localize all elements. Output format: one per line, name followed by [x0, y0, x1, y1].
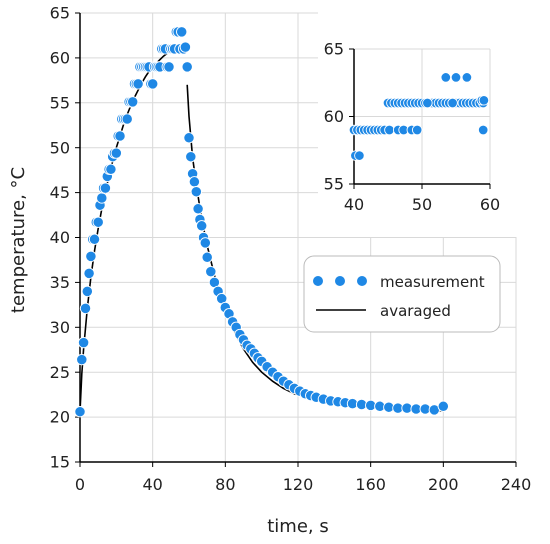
- y-tick-label: 55: [50, 93, 70, 112]
- legend: measurement avaraged: [303, 255, 501, 333]
- legend-measurement-marker: [356, 275, 368, 287]
- main-y-tick-labels: 15 20 25 30 35 40 45 50 55 60 65: [50, 4, 70, 472]
- measurement-point: [132, 78, 144, 90]
- measurement-point: [440, 72, 452, 83]
- measurement-point: [127, 96, 139, 108]
- x-axis-label: time, s: [267, 516, 329, 537]
- measurement-point: [201, 251, 213, 263]
- y-tick-label: 15: [50, 453, 70, 472]
- x-tick-label: 40: [142, 475, 162, 494]
- x-tick-label: 40: [344, 195, 364, 214]
- measurement-point: [110, 147, 122, 159]
- measurement-point: [354, 150, 365, 161]
- measurement-point: [437, 400, 449, 412]
- main-x-tick-labels: 0 40 80 120 160 200 240: [75, 475, 531, 494]
- x-tick-label: 50: [412, 195, 432, 214]
- measurement-point: [176, 26, 188, 38]
- measurement-point: [96, 192, 108, 204]
- x-tick-label: 160: [355, 475, 386, 494]
- measurement-point: [422, 97, 433, 109]
- measurement-point: [384, 124, 395, 136]
- measurement-point: [114, 130, 126, 142]
- y-tick-label: 50: [50, 138, 70, 157]
- measurement-point: [163, 61, 175, 73]
- measurement-point: [478, 95, 490, 106]
- y-tick-label: 40: [50, 228, 70, 247]
- x-tick-label: 80: [215, 475, 235, 494]
- measurement-point: [185, 151, 197, 163]
- y-tick-label: 65: [50, 4, 70, 23]
- y-tick-label: 65: [324, 40, 344, 59]
- measurement-point: [81, 285, 93, 298]
- legend-measurement-marker: [312, 275, 324, 287]
- main-axes: [75, 12, 517, 467]
- measurement-point: [190, 186, 202, 198]
- x-tick-label: 240: [501, 475, 532, 494]
- y-tick-label: 35: [50, 273, 70, 292]
- inset-grid: [354, 48, 491, 184]
- y-tick-label: 30: [50, 318, 70, 337]
- measurement-point: [181, 61, 193, 73]
- measurement-point: [79, 302, 92, 315]
- measurement-point: [183, 132, 195, 144]
- x-tick-label: 0: [75, 475, 85, 494]
- legend-averaged-label: avaraged: [380, 302, 451, 320]
- measurement-point: [192, 203, 204, 215]
- measurement-point: [147, 78, 159, 90]
- y-tick-label: 60: [50, 49, 70, 68]
- x-tick-label: 200: [428, 475, 459, 494]
- measurement-point: [76, 353, 88, 366]
- measurement-point: [450, 72, 462, 83]
- measurement-point: [121, 113, 133, 125]
- measurement-point: [477, 124, 489, 136]
- inset-x-tick-labels: 40 50 60: [344, 195, 500, 214]
- inset-axes: [349, 48, 491, 189]
- y-tick-label: 45: [50, 183, 70, 202]
- inset-background: [318, 2, 546, 237]
- measurement-point: [179, 41, 192, 53]
- x-tick-label: 60: [480, 195, 500, 214]
- inset-y-tick-labels: 55 60 65: [324, 40, 344, 194]
- measurement-points: [74, 26, 449, 418]
- measurement-point: [196, 220, 208, 232]
- y-axis-label: temperature, °C: [8, 167, 29, 313]
- measurement-point: [105, 163, 117, 175]
- measurement-point: [411, 124, 423, 136]
- inset-measurement-points: [348, 72, 490, 161]
- measurement-point: [77, 336, 90, 349]
- x-tick-label: 120: [283, 475, 314, 494]
- y-tick-label: 20: [50, 408, 70, 427]
- y-tick-label: 60: [324, 107, 344, 126]
- measurement-point: [461, 72, 473, 83]
- measurement-point: [205, 265, 217, 278]
- y-tick-label: 25: [50, 363, 70, 382]
- measurement-point: [92, 216, 104, 228]
- measurement-point: [447, 97, 458, 109]
- y-tick-label: 55: [324, 175, 344, 194]
- measurement-point: [85, 250, 97, 263]
- legend-measurement-marker: [334, 275, 346, 287]
- measurement-point: [83, 267, 95, 280]
- measurement-point: [99, 182, 112, 194]
- legend-measurement-label: measurement: [380, 273, 485, 291]
- measurement-point: [199, 237, 211, 249]
- measurement-point: [74, 406, 86, 418]
- measurement-point: [188, 176, 201, 188]
- measurement-point: [88, 233, 101, 245]
- legend-box: [303, 255, 501, 333]
